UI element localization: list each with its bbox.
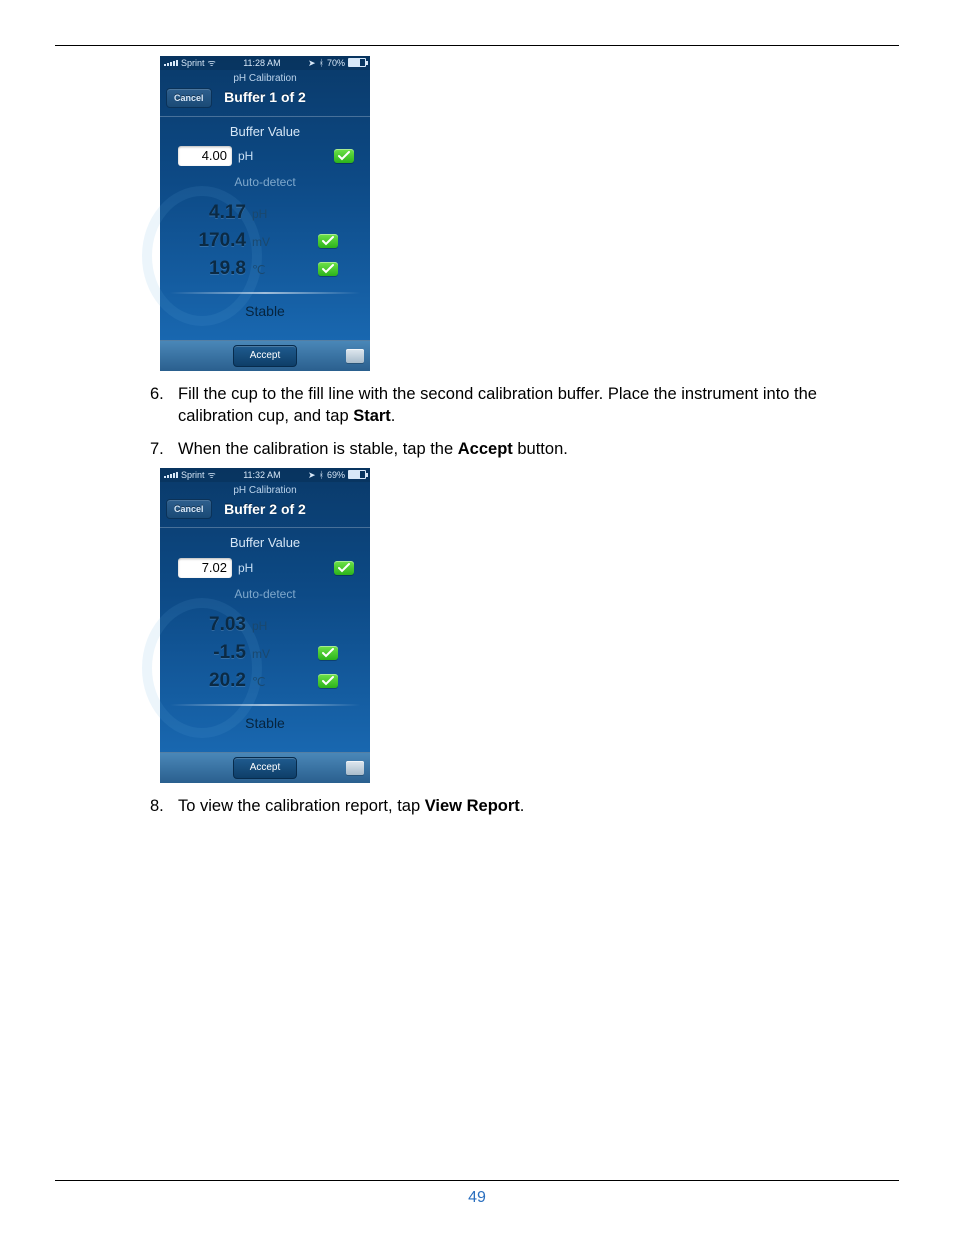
autodetect-label: Auto-detect <box>160 586 370 602</box>
carrier-label: Sprint <box>181 57 205 69</box>
check-icon <box>318 674 338 688</box>
step-number: 6. <box>150 383 178 428</box>
readings: 7.03pH-1.5mV20.2℃ <box>160 612 370 696</box>
screenshot-buffer-1: Sprintᯤ11:28 AM➤ᚼ70%pH CalibrationCancel… <box>150 56 819 371</box>
page-curl-icon[interactable] <box>346 761 364 775</box>
reading-row: 20.2℃ <box>160 668 354 696</box>
cancel-button[interactable]: Cancel <box>166 499 212 519</box>
location-icon: ➤ <box>308 469 316 481</box>
accept-button[interactable]: Accept <box>233 757 298 779</box>
check-icon <box>334 149 354 163</box>
bluetooth-icon: ᚼ <box>319 57 324 69</box>
battery-pct: 70% <box>327 57 345 69</box>
page-curl-icon[interactable] <box>346 349 364 363</box>
stable-label: Stable <box>160 706 370 733</box>
readings: 4.17pH170.4mV19.8℃ <box>160 200 370 284</box>
reading-unit: pH <box>252 206 267 222</box>
reading-value: -1.5 <box>160 640 252 666</box>
buffer-unit: pH <box>238 560 253 576</box>
wifi-icon: ᯤ <box>208 57 216 69</box>
reading-row: 7.03pH <box>160 612 354 640</box>
wifi-icon: ᯤ <box>208 469 216 481</box>
step-6: 6. Fill the cup to the fill line with th… <box>150 383 819 428</box>
buffer-value-input[interactable]: 4.00 <box>178 146 232 166</box>
reading-row: 19.8℃ <box>160 256 354 284</box>
reading-value: 4.17 <box>160 200 252 226</box>
reading-unit: pH <box>252 618 267 634</box>
screen-title: Buffer 2 of 2 <box>224 500 306 519</box>
bluetooth-icon: ᚼ <box>319 469 324 481</box>
step-number: 7. <box>150 438 178 460</box>
check-icon <box>334 561 354 575</box>
step-text: Fill the cup to the fill line with the s… <box>178 383 819 428</box>
bottom-bar: Accept <box>160 340 370 371</box>
location-icon: ➤ <box>308 57 316 69</box>
reading-unit: ℃ <box>252 262 265 278</box>
bottom-rule <box>55 1180 899 1181</box>
buffer-value-label: Buffer Value <box>160 123 370 141</box>
clock: 11:28 AM <box>243 57 280 69</box>
check-slot <box>318 674 338 688</box>
cancel-button[interactable]: Cancel <box>166 88 212 108</box>
buffer-unit: pH <box>238 148 253 164</box>
reading-row: 4.17pH <box>160 200 354 228</box>
step-text: To view the calibration report, tap View… <box>178 795 819 817</box>
bottom-bar: Accept <box>160 752 370 783</box>
screen-title-row: Cancel Buffer 2 of 2 <box>160 497 370 521</box>
buffer-value-row: 7.02 pH <box>160 558 370 578</box>
screen-title: Buffer 1 of 2 <box>224 88 306 107</box>
stable-label: Stable <box>160 294 370 321</box>
status-bar: Sprintᯤ 11:28 AM ➤ᚼ70% <box>160 56 370 70</box>
step-number: 8. <box>150 795 178 817</box>
check-slot <box>318 262 338 276</box>
battery-icon <box>348 470 366 479</box>
signal-icon <box>164 60 178 66</box>
signal-icon <box>164 472 178 478</box>
check-slot <box>334 149 354 163</box>
reading-row: -1.5mV <box>160 640 354 668</box>
screen-subtitle: pH Calibration <box>160 482 370 498</box>
battery-pct: 69% <box>327 469 345 481</box>
reading-row: 170.4mV <box>160 228 354 256</box>
reading-unit: ℃ <box>252 674 265 690</box>
check-slot <box>318 234 338 248</box>
step-8: 8. To view the calibration report, tap V… <box>150 795 819 817</box>
reading-value: 170.4 <box>160 228 252 254</box>
carrier-label: Sprint <box>181 469 205 481</box>
screen-title-row: Cancel Buffer 1 of 2 <box>160 86 370 110</box>
reading-value: 19.8 <box>160 256 252 282</box>
content: Sprintᯤ11:28 AM➤ᚼ70%pH CalibrationCancel… <box>55 46 899 817</box>
battery-icon <box>348 58 366 67</box>
buffer-value-label: Buffer Value <box>160 534 370 552</box>
buffer-value-row: 4.00 pH <box>160 146 370 166</box>
step-text: When the calibration is stable, tap the … <box>178 438 819 460</box>
buffer-panel: Buffer Value4.00pHAuto-detect4.17pH170.4… <box>160 116 370 322</box>
status-bar: Sprintᯤ 11:32 AM ➤ᚼ69% <box>160 468 370 482</box>
accept-button[interactable]: Accept <box>233 345 298 367</box>
footer: 49 <box>55 1180 899 1207</box>
reading-unit: mV <box>252 646 270 662</box>
check-slot <box>318 646 338 660</box>
reading-value: 20.2 <box>160 668 252 694</box>
check-icon <box>318 262 338 276</box>
autodetect-label: Auto-detect <box>160 174 370 190</box>
screenshot-buffer-2: Sprintᯤ 11:32 AM ➤ᚼ69%pH CalibrationCancel… <box>150 468 819 783</box>
check-icon <box>318 646 338 660</box>
reading-value: 7.03 <box>160 612 252 638</box>
page-number: 49 <box>55 1189 899 1207</box>
buffer-panel: Buffer Value7.02pHAuto-detect7.03pH-1.5m… <box>160 527 370 733</box>
buffer-value-input[interactable]: 7.02 <box>178 558 232 578</box>
check-icon <box>318 234 338 248</box>
check-slot <box>334 561 354 575</box>
step-7: 7. When the calibration is stable, tap t… <box>150 438 819 460</box>
reading-unit: mV <box>252 234 270 250</box>
screen-subtitle: pH Calibration <box>160 70 370 86</box>
clock: 11:32 AM <box>243 469 280 481</box>
